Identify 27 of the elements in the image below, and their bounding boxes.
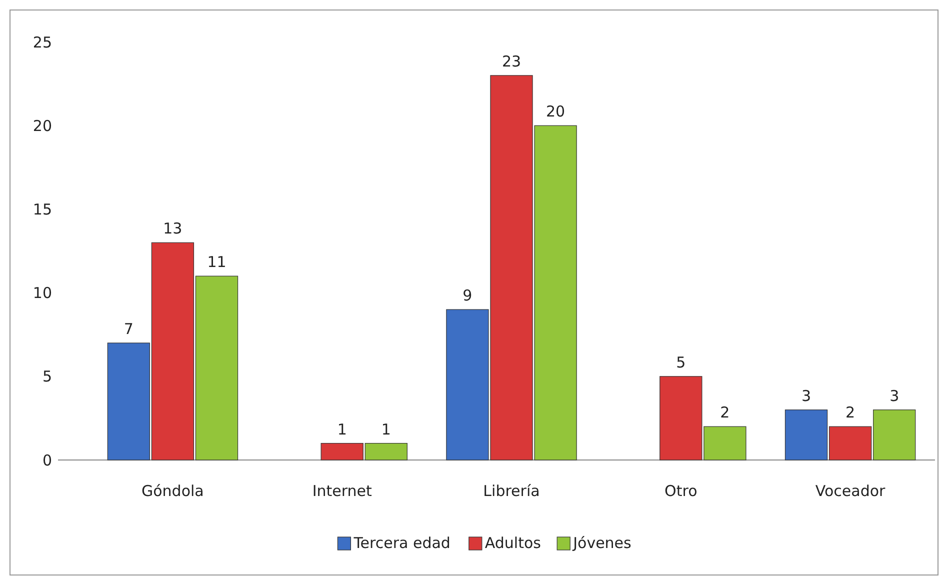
y-tick-label: 5 bbox=[42, 368, 52, 386]
y-tick-label: 25 bbox=[32, 33, 52, 52]
data-label: 5 bbox=[676, 353, 686, 372]
y-tick-label: 20 bbox=[32, 116, 52, 135]
x-tick-label: Otro bbox=[664, 482, 698, 500]
data-label: 11 bbox=[207, 253, 226, 272]
legend-label: Tercera edad bbox=[352, 534, 450, 552]
x-tick-label: Internet bbox=[312, 482, 372, 500]
data-label: 13 bbox=[163, 220, 182, 238]
data-label: 20 bbox=[546, 102, 566, 121]
y-tick-label: 15 bbox=[32, 200, 52, 218]
data-label: 7 bbox=[124, 320, 134, 338]
x-tick-label: Voceador bbox=[815, 482, 886, 500]
data-label: 23 bbox=[502, 52, 522, 70]
x-tick-label: Librería bbox=[483, 482, 540, 500]
data-label: 2 bbox=[846, 404, 856, 422]
legend-label: Adultos bbox=[484, 534, 542, 552]
data-label: 2 bbox=[720, 404, 730, 422]
legend-label: Jóvenes bbox=[572, 534, 632, 552]
y-tick-label: 10 bbox=[32, 284, 52, 302]
data-label: 1 bbox=[337, 420, 347, 438]
data-label: 3 bbox=[801, 386, 812, 405]
x-tick-label: Góndola bbox=[142, 482, 204, 500]
data-label: 9 bbox=[462, 286, 472, 305]
data-label: 1 bbox=[381, 420, 391, 438]
data-label: 3 bbox=[890, 386, 900, 405]
y-tick-label: 0 bbox=[42, 451, 52, 470]
